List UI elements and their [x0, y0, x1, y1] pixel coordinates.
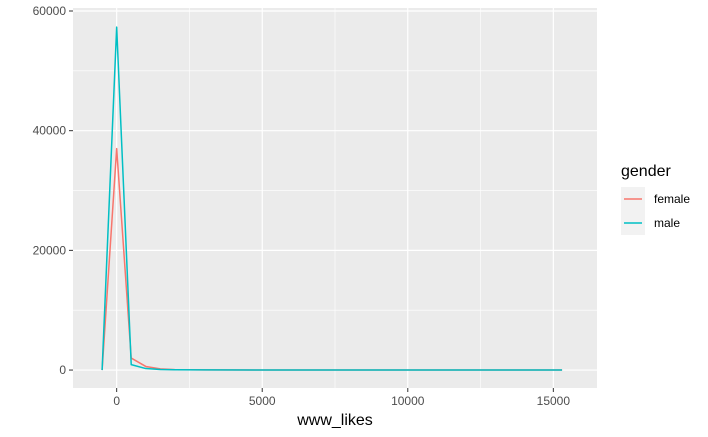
x-tick-label: 0 [113, 394, 120, 408]
y-tick-label: 20000 [33, 243, 67, 257]
x-axis-title: www_likes [296, 412, 373, 429]
y-tick-label: 0 [59, 363, 66, 377]
legend-label-female: female [654, 192, 690, 206]
series-line-male [101, 26, 563, 371]
x-tick-label: 15000 [537, 394, 571, 408]
y-tick-label: 40000 [33, 124, 67, 138]
y-tick-label: 60000 [33, 4, 67, 18]
legend: gender female male [621, 163, 690, 235]
x-tick-label: 10000 [391, 394, 425, 408]
legend-title: gender [621, 163, 671, 180]
grid-minor [73, 8, 597, 388]
x-axis: 0 5000 10000 15000 [113, 388, 570, 408]
x-tick-label: 5000 [249, 394, 276, 408]
legend-label-male: male [654, 216, 680, 230]
y-axis: 0 20000 40000 60000 [33, 4, 73, 377]
series-lines [101, 26, 563, 371]
